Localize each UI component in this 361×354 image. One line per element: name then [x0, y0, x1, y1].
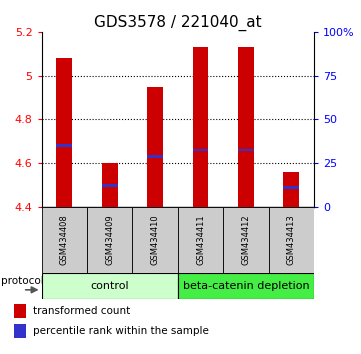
Bar: [192, 149, 208, 152]
Bar: [87, 207, 132, 273]
Bar: [238, 47, 254, 207]
Bar: [102, 184, 118, 187]
Bar: [192, 47, 208, 207]
Bar: [14, 304, 26, 318]
Bar: [283, 186, 299, 189]
Bar: [14, 324, 26, 338]
Bar: [223, 207, 269, 273]
Text: transformed count: transformed count: [33, 306, 130, 316]
Bar: [102, 163, 118, 207]
Bar: [269, 207, 314, 273]
Text: GSM434410: GSM434410: [151, 215, 160, 265]
Text: beta-catenin depletion: beta-catenin depletion: [183, 281, 309, 291]
Bar: [178, 273, 314, 299]
Bar: [178, 207, 223, 273]
Bar: [147, 87, 163, 207]
Title: GDS3578 / 221040_at: GDS3578 / 221040_at: [94, 14, 262, 30]
Bar: [147, 155, 163, 158]
Text: GSM434409: GSM434409: [105, 215, 114, 265]
Text: percentile rank within the sample: percentile rank within the sample: [33, 326, 209, 336]
Text: protocol: protocol: [1, 275, 44, 286]
Text: control: control: [90, 281, 129, 291]
Bar: [56, 144, 72, 147]
Text: GSM434413: GSM434413: [287, 215, 296, 265]
Text: GSM434411: GSM434411: [196, 215, 205, 265]
Bar: [42, 273, 178, 299]
Text: GSM434408: GSM434408: [60, 215, 69, 265]
Bar: [132, 207, 178, 273]
Bar: [56, 58, 72, 207]
Bar: [283, 172, 299, 207]
Bar: [42, 207, 87, 273]
Bar: [238, 149, 254, 152]
Text: GSM434412: GSM434412: [242, 215, 251, 265]
